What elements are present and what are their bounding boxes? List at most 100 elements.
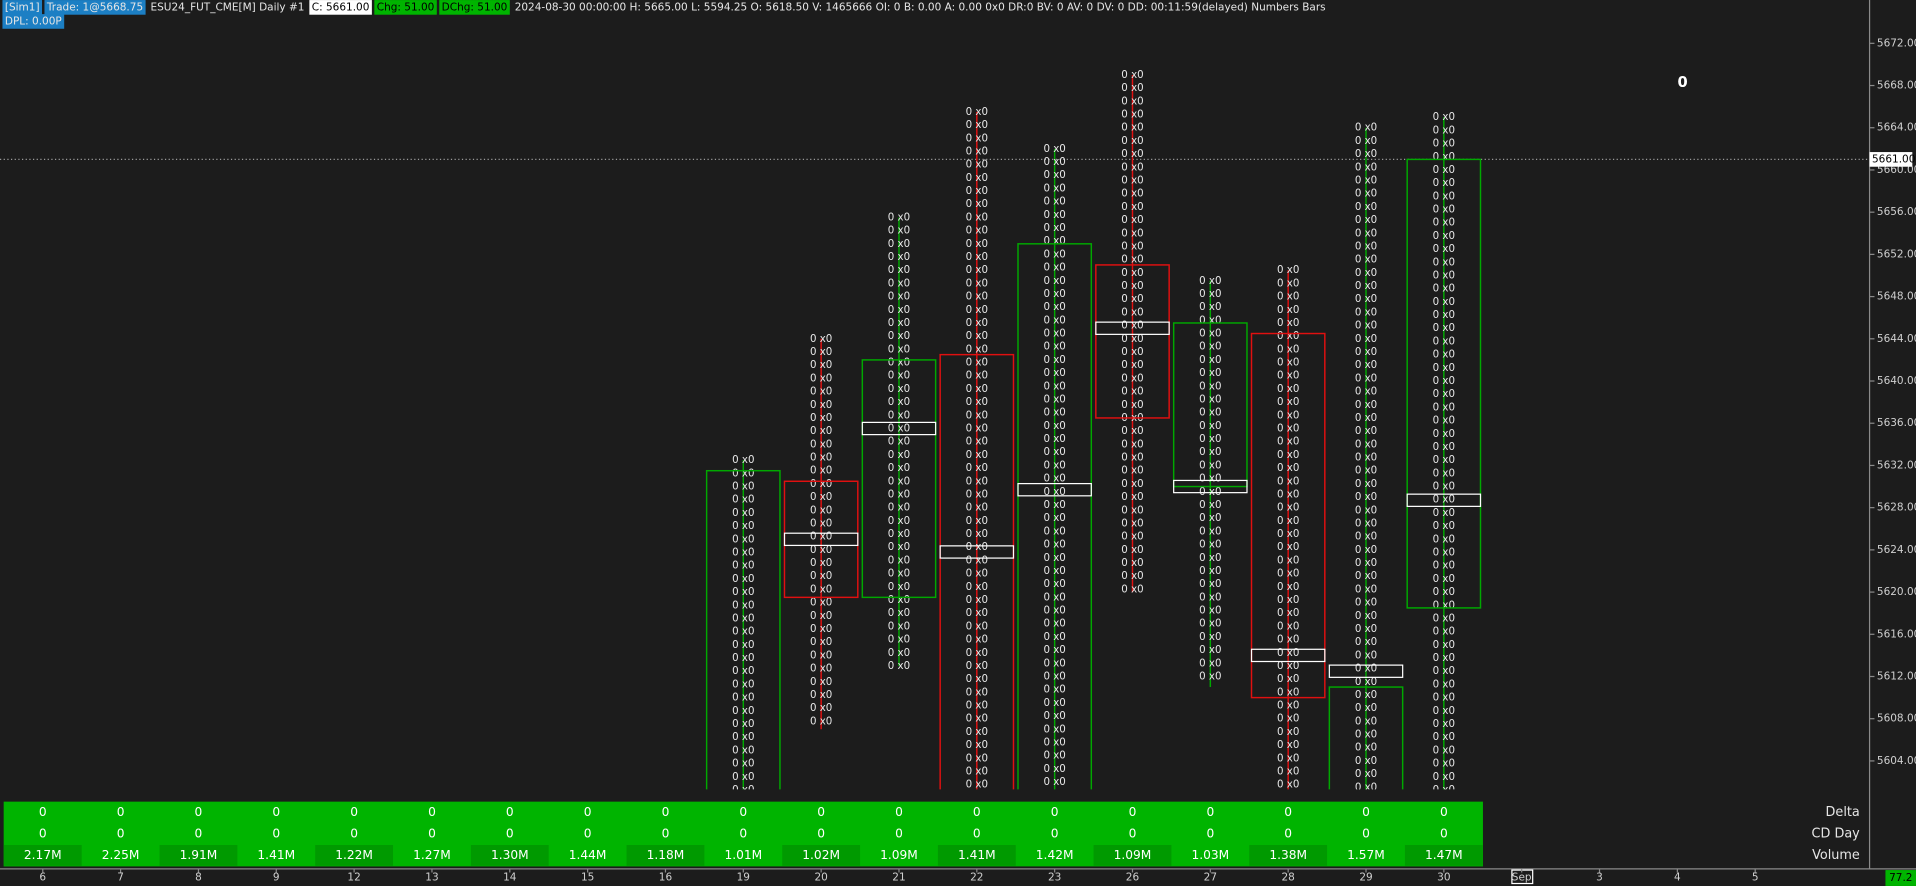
footprint-cell: 0 x0 [1355, 306, 1377, 318]
x-tick-label: 26 [1126, 871, 1140, 883]
table-cell: 1.47M [1425, 848, 1463, 862]
footprint-cell: 0 x0 [966, 159, 988, 171]
footprint-cell: 0 x0 [966, 726, 988, 738]
table-cell: 0 [39, 827, 47, 841]
footprint-cell: 0 x0 [966, 620, 988, 632]
footprint-cell: 0 x0 [966, 765, 988, 777]
footprint-cell: 0 x0 [1121, 69, 1143, 81]
table-cell: 1.30M [491, 848, 529, 862]
candle-body [1095, 264, 1170, 419]
footprint-cell: 0 x0 [732, 599, 754, 611]
footprint-cell: 0 x0 [1043, 605, 1065, 617]
footprint-cell: 0 x0 [966, 554, 988, 566]
footprint-cell: 0 x0 [1433, 547, 1455, 559]
footprint-cell: 0 x0 [1355, 517, 1377, 529]
footprint-cell: 0 x0 [732, 652, 754, 664]
table-cell: 1.27M [413, 848, 451, 862]
footprint-cell: 0 x0 [1355, 161, 1377, 173]
table-cell: 1.91M [180, 848, 218, 862]
footprint-cell: 0 x0 [1277, 488, 1299, 500]
footprint-cell: 0 x0 [1043, 196, 1065, 208]
x-tick-label: 7 [117, 871, 124, 883]
footprint-cell: 0 x0 [1121, 583, 1143, 595]
y-tick-label: 5664.00 [1877, 122, 1916, 134]
footprint-cell: 0 x0 [888, 462, 910, 474]
poc-marker [939, 545, 1015, 559]
footprint-cell: 0 x0 [1433, 375, 1455, 387]
footprint-cell: 0 x0 [1043, 393, 1065, 405]
plot-area: 0 x0 0 x0 0 x0 0 x0 0 x0 0 x0 0 x0 0 x0 0 x0 0 x0… [0, 69, 1870, 793]
footprint-cell: 0 x0 [1433, 190, 1455, 202]
footprint-cell: 0 x0 [1043, 314, 1065, 326]
footprint-cell: 0 x0 [1043, 512, 1065, 524]
footprint-cell: 0 x0 [1277, 779, 1299, 791]
footprint-cell: 0 x0 [810, 544, 832, 556]
footprint-cell: 0 x0 [966, 713, 988, 725]
footprint-cell: 0 x0 [1043, 341, 1065, 353]
table-cell: 0 [117, 827, 125, 841]
table-cell: 0 [195, 805, 203, 819]
table-cell: 1.41M [257, 848, 295, 862]
volume-cell-background [782, 845, 861, 866]
table-cell: 0 [1129, 805, 1137, 819]
footprint-cell: 0 x0 [966, 357, 988, 369]
footprint-cell: 0 x0 [1355, 781, 1377, 793]
footprint-cell: 0 x0 [1355, 636, 1377, 648]
footprint-cell: 0 x0 [810, 491, 832, 503]
footprint-cell: 0 x0 [966, 396, 988, 408]
poc-marker [783, 532, 859, 547]
footprint-cell: 0 x0 [810, 689, 832, 701]
table-cell: 0 [117, 805, 125, 819]
footprint-cell: 0 x0 [1277, 528, 1299, 540]
footprint-cell: 0 x0 [1355, 135, 1377, 147]
footprint-cell: 0 x0 [1121, 452, 1143, 464]
footprint-cell: 0 x0 [1433, 441, 1455, 453]
footprint-cell: 0 x0 [732, 731, 754, 743]
footprint-cell: 0 x0 [732, 520, 754, 532]
footprint-cell: 0 x0 [966, 211, 988, 223]
table-cell: 1.18M [647, 848, 685, 862]
y-tick-label: 5660.00 [1877, 164, 1916, 176]
footprint-cell: 0 x0 [1355, 491, 1377, 503]
footprint-cell: 0 x0 [1277, 475, 1299, 487]
footprint-cell: 0 x0 [1433, 349, 1455, 361]
footprint-cell: 0 x0 [1043, 301, 1065, 313]
x-tick-label: 29 [1359, 871, 1372, 883]
footprint-cell: 0 x0 [1043, 539, 1065, 551]
footprint-cell: 0 x0 [1043, 407, 1065, 419]
footprint-cell: 0 x0 [1199, 605, 1221, 617]
table-cell: 2.25M [102, 848, 140, 862]
footprint-cell: 0 x0 [1433, 718, 1455, 730]
poc-marker [1095, 321, 1170, 335]
footprint-cell: 0 x0 [1433, 164, 1455, 176]
footprint-cell: 0 x0 [966, 225, 988, 237]
y-tick-label: 5616.00 [1877, 628, 1916, 640]
label-background [44, 0, 146, 15]
footprint-cell: 0 x0 [966, 449, 988, 461]
footprint-cell: 0 x0 [732, 454, 754, 466]
footprint-cell: 0 x0 [1199, 657, 1221, 669]
footprint-cell: 0 x0 [966, 515, 988, 527]
footprint-cell: 0 x0 [888, 647, 910, 659]
table-cell: 0 [895, 805, 903, 819]
footprint-cell: 0 x0 [888, 541, 910, 553]
footprint-cell: 0 x0 [1043, 776, 1065, 788]
footprint-cell: 0 x0 [888, 238, 910, 250]
footprint-cell: 0 x0 [966, 475, 988, 487]
volume-cell-background [159, 845, 238, 866]
footprint-cell: 0 x0 [1199, 671, 1221, 683]
y-tick-label: 5632.00 [1877, 459, 1916, 471]
footprint-cell: 0 x0 [966, 647, 988, 659]
footprint-cell: 0 x0 [1199, 288, 1221, 300]
footprint-cell: 0 x0 [1043, 354, 1065, 366]
footprint-cell: 0 x0 [810, 412, 832, 424]
footprint-cell: 0 x0 [1355, 122, 1377, 134]
footprint-cell: 0 x0 [1043, 684, 1065, 696]
footprint-cell: 0 x0 [1121, 557, 1143, 569]
footprint-cell: 0 x0 [1199, 380, 1221, 392]
footprint-cell: 0 x0 [1277, 502, 1299, 514]
table-cell: 1.57M [1347, 848, 1385, 862]
table-cell: 0 [1284, 805, 1292, 819]
footprint-cell: 0 x0 [1277, 436, 1299, 448]
